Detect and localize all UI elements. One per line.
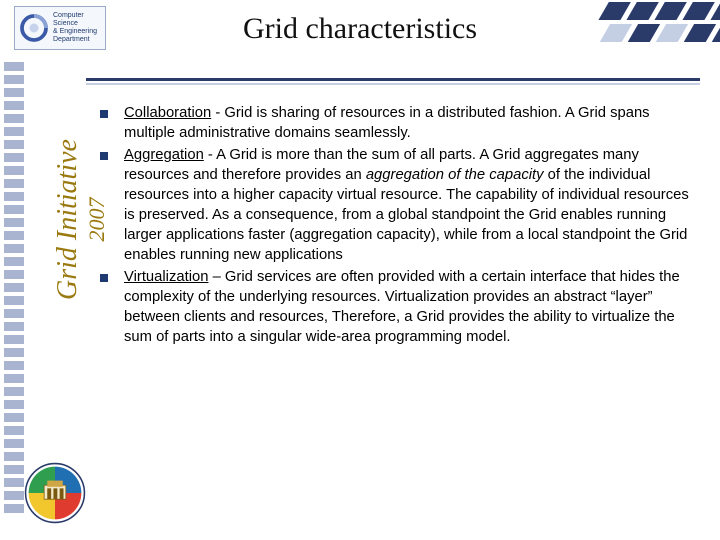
bullet-term: Aggregation (124, 147, 204, 163)
swirl-icon (19, 13, 49, 43)
bullet-term: Virtualization (124, 269, 208, 285)
bullet-icon (100, 110, 108, 118)
left-tick-column (0, 60, 26, 540)
side-script-main: Grid Initiative (52, 139, 83, 300)
bullet-term: Collaboration (124, 105, 211, 121)
logo-line2: & Engineering (53, 28, 97, 35)
logo-line3: Department (53, 36, 90, 43)
bullet-text: Virtualization – Grid services are often… (124, 268, 696, 348)
bullet-icon (100, 152, 108, 160)
slide-title: Grid characteristics (243, 12, 477, 46)
slide: Computer Science & Engineering Departmen… (0, 0, 720, 540)
dept-logo-text: Computer Science & Engineering Departmen… (53, 12, 101, 44)
logo-line1: Computer Science (53, 12, 84, 27)
bullet-em: aggregation of the capacity (366, 167, 544, 183)
dept-logo: Computer Science & Engineering Departmen… (14, 6, 106, 50)
content-body: Collaboration - Grid is sharing of resou… (100, 104, 696, 350)
bullet-text: Collaboration - Grid is sharing of resou… (124, 104, 696, 144)
bullet-text: Aggregation - A Grid is more than the su… (124, 146, 696, 266)
bullet-item: Collaboration - Grid is sharing of resou… (100, 104, 696, 144)
emblem-icon (24, 462, 86, 524)
title-divider (86, 74, 700, 88)
bullet-icon (100, 274, 108, 282)
bullet-item: Aggregation - A Grid is more than the su… (100, 146, 696, 266)
bullet-item: Virtualization – Grid services are often… (100, 268, 696, 348)
corner-decoration (550, 0, 720, 52)
